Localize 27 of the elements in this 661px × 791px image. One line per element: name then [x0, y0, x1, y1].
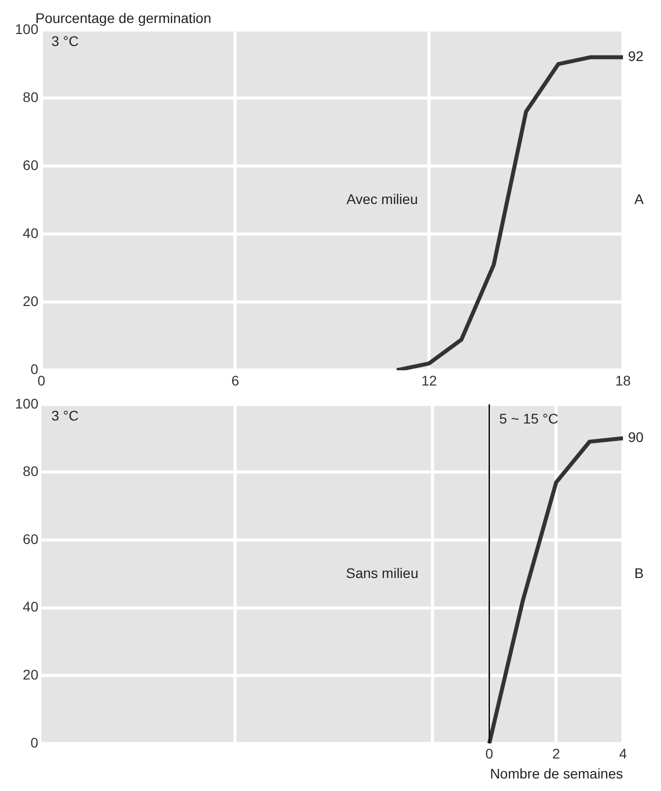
annotation: 3 °C — [51, 32, 79, 49]
y-tick-label: 0 — [30, 734, 39, 750]
x-tick-label: 2 — [552, 746, 560, 762]
annotation: Sans milieu — [346, 564, 418, 581]
x-tick-label: 6 — [231, 372, 240, 388]
y-tick-label: 60 — [22, 156, 39, 173]
x-axis-title: Nombre de semaines — [490, 765, 623, 782]
x-tick-label: 4 — [619, 746, 628, 762]
y-tick-label: 20 — [22, 666, 39, 682]
y-tick-label: 20 — [22, 293, 39, 310]
y-tick-label: 80 — [22, 88, 39, 105]
y-tick-label: 100 — [15, 395, 39, 412]
x-tick-label: 12 — [421, 372, 438, 388]
text: B — [634, 564, 644, 581]
annotation: 3 °C — [51, 407, 79, 424]
x-tick-label: 18 — [615, 372, 631, 388]
annotation: Avec milieu — [346, 190, 418, 207]
annotation: 90 — [628, 429, 644, 446]
y-tick-label: 0 — [30, 361, 39, 378]
text: A — [634, 190, 644, 207]
y-tick-label: 40 — [22, 224, 39, 241]
y-tick-label: 80 — [22, 463, 39, 480]
y-tick-label: 60 — [22, 530, 39, 547]
annotation: 92 — [628, 48, 644, 64]
x-tick-label: 0 — [485, 746, 494, 762]
y-tick-label: 40 — [22, 598, 39, 615]
ref-line-label: 5 ~ 15 °C — [499, 410, 558, 426]
